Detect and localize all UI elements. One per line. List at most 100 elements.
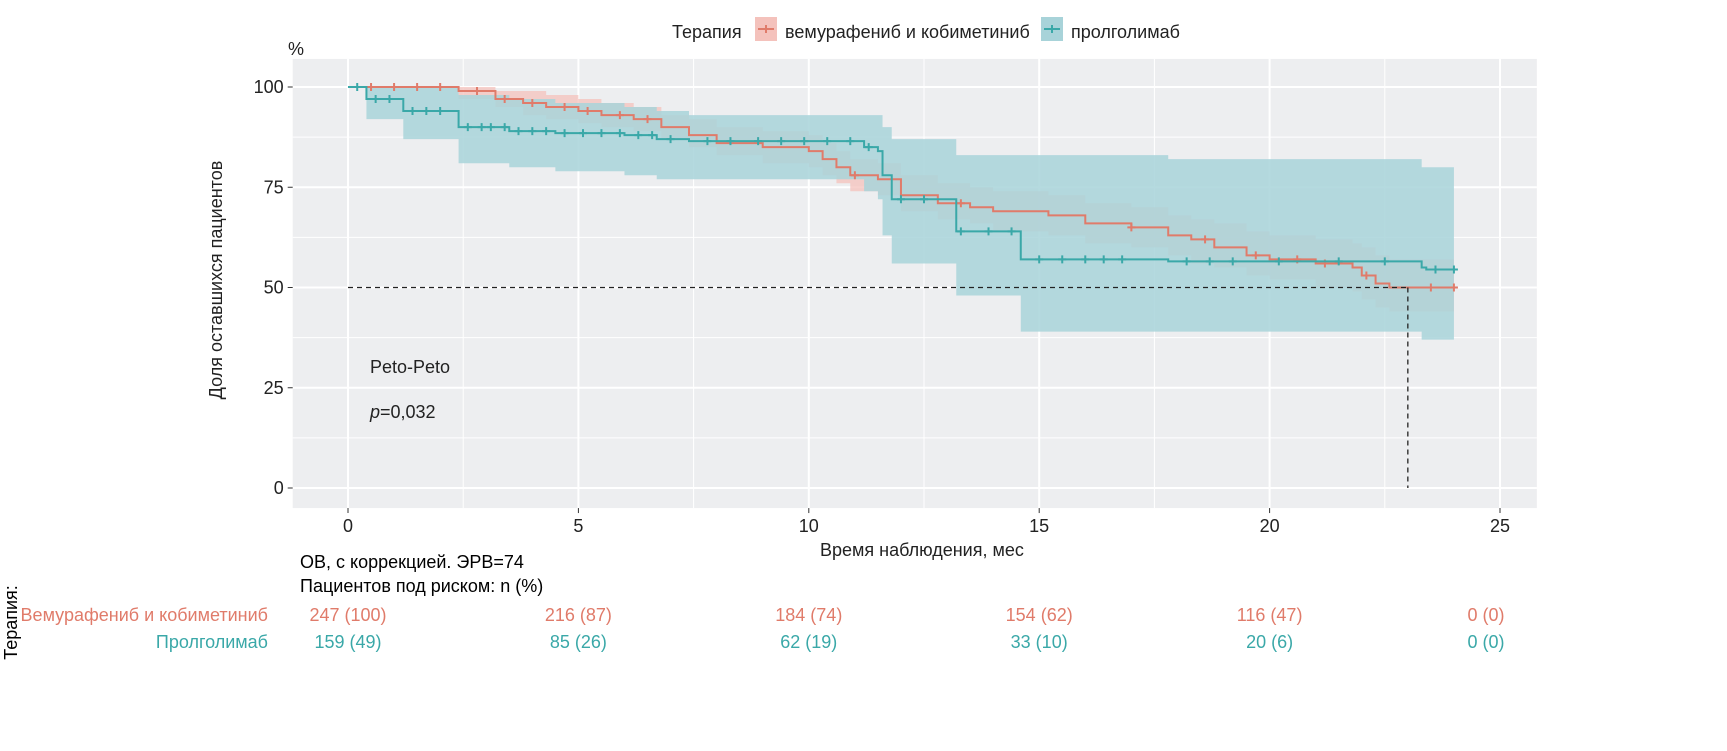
x-tick-label: 25	[1490, 516, 1510, 536]
survival-curve-1	[348, 86, 1454, 271]
censor-mark	[422, 107, 431, 116]
risk-cell: 154 (62)	[1005, 605, 1073, 625]
censor-mark	[896, 195, 905, 204]
censor-mark	[1274, 257, 1283, 266]
legend-label: вемурафениб и кобиметиниб	[785, 22, 1030, 42]
censor-mark	[413, 83, 422, 91]
censor-mark	[1099, 255, 1108, 264]
censor-mark	[1228, 257, 1237, 266]
x-tick-label: 10	[799, 516, 819, 536]
censor-mark	[1081, 255, 1090, 264]
test-name: Peto-Peto	[370, 357, 450, 377]
x-tick-label: 0	[343, 516, 353, 536]
censor-mark	[726, 137, 735, 146]
censor-mark	[754, 137, 763, 146]
censor-mark	[984, 227, 993, 236]
risk-cell: 33 (10)	[1010, 632, 1068, 652]
censor-mark	[560, 103, 569, 112]
censor-mark	[436, 107, 445, 116]
censor-mark	[823, 137, 832, 146]
censor-mark	[486, 123, 495, 132]
censor-mark	[1201, 235, 1210, 244]
censor-mark	[666, 135, 675, 144]
risk-table-title: ОВ, с коррекцией. ЭРВ=74	[300, 552, 524, 572]
censor-mark	[1431, 265, 1440, 274]
censor-mark	[1426, 283, 1435, 292]
legend-cross-icon	[758, 25, 774, 33]
risk-cell: 62 (19)	[780, 632, 838, 652]
x-tick-label: 5	[573, 516, 583, 536]
risk-cell: 0 (0)	[1467, 632, 1505, 652]
censor-mark	[367, 83, 376, 91]
censor-mark	[390, 83, 399, 91]
censor-mark	[514, 127, 523, 136]
risk-cell: 85 (26)	[549, 632, 607, 652]
censor-mark	[1127, 223, 1136, 232]
risk-cell: 0 (0)	[1467, 605, 1505, 625]
censor-mark	[408, 107, 417, 116]
censor-mark	[850, 171, 859, 180]
censor-mark	[956, 227, 965, 236]
censor-mark	[956, 199, 965, 208]
censor-mark	[463, 123, 472, 132]
censor-mark	[1362, 271, 1371, 280]
legend-title: Терапия	[672, 22, 742, 42]
censor-mark	[542, 127, 551, 136]
x-tick-label: 15	[1029, 516, 1049, 536]
censor-mark	[371, 95, 380, 104]
censor-mark	[846, 137, 855, 146]
x-axis-label: Время наблюдения, мес	[820, 540, 1024, 560]
risk-cell: 116 (47)	[1236, 605, 1303, 625]
risk-strata-label: Терапия:	[0, 585, 21, 660]
censor-mark	[528, 127, 537, 136]
p-value: p=0,032	[369, 402, 436, 422]
censor-mark	[500, 123, 509, 132]
risk-row-label: Пролголимаб	[155, 632, 268, 652]
risk-cell: 20 (6)	[1246, 632, 1294, 652]
legend-cross-icon	[1044, 25, 1060, 33]
censor-mark	[777, 137, 786, 146]
censor-mark	[1449, 265, 1458, 274]
risk-table-subtitle: Пациентов под риском: n (%)	[300, 576, 544, 596]
y-tick-label: 75	[264, 177, 284, 197]
censor-mark	[385, 95, 394, 104]
censor-mark	[583, 107, 592, 116]
censor-mark	[436, 83, 445, 91]
censor-mark	[703, 137, 712, 146]
censor-mark	[1251, 251, 1260, 260]
censor-mark	[1007, 227, 1016, 236]
censor-mark	[615, 129, 624, 138]
legend-label: пролголимаб	[1071, 22, 1180, 42]
censor-mark	[560, 129, 569, 138]
risk-row-label: Вемурафениб и кобиметиниб	[20, 605, 268, 625]
censor-mark	[1182, 257, 1191, 266]
censor-mark	[1058, 255, 1067, 264]
y-tick-label: 0	[274, 478, 284, 498]
censor-mark	[864, 143, 873, 152]
censor-mark	[615, 111, 624, 120]
censor-mark	[528, 99, 537, 108]
censor-mark	[920, 195, 928, 204]
y-unit: %	[288, 39, 304, 59]
censor-mark	[648, 131, 657, 140]
x-tick-label: 20	[1260, 516, 1280, 536]
y-tick-label: 50	[264, 278, 284, 298]
censor-mark	[597, 129, 606, 138]
censor-mark	[579, 129, 588, 138]
censor-mark	[1449, 283, 1458, 292]
censor-mark	[473, 87, 482, 96]
censor-mark	[634, 131, 643, 140]
risk-cell: 216 (87)	[544, 605, 612, 625]
censor-mark	[800, 137, 809, 146]
censor-mark	[1205, 257, 1214, 266]
censor-mark	[353, 83, 362, 91]
censor-mark	[643, 115, 652, 124]
risk-cell: 247 (100)	[309, 605, 387, 625]
y-tick-label: 25	[264, 378, 284, 398]
y-axis-label: Доля оставшихся пациентов	[206, 161, 226, 400]
survival-curve-0	[348, 86, 1454, 289]
censor-mark	[1334, 257, 1343, 266]
risk-cell: 184 (74)	[775, 605, 843, 625]
